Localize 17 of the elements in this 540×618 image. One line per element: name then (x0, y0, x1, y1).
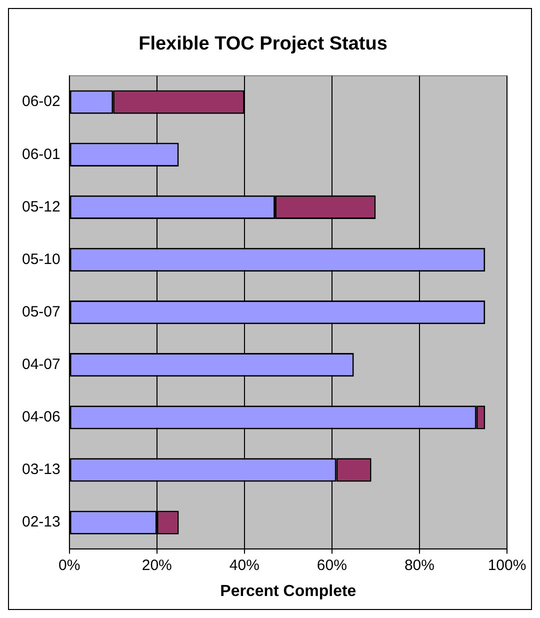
y-tick-label: 06-02 (22, 93, 60, 110)
chart-title: Flexible TOC Project Status (138, 34, 388, 55)
x-tick-label: 0% (58, 556, 80, 574)
y-tick-label: 04-06 (22, 408, 60, 426)
y-tick-label: 05-10 (22, 250, 60, 268)
y-tick-label: 03-13 (22, 461, 60, 478)
x-tick-label: 40% (229, 556, 260, 574)
y-tick-label: 06-01 (22, 146, 60, 163)
x-tick-label: 60% (316, 556, 347, 574)
x-tick-label: 20% (142, 556, 172, 574)
x-tick-label: 80% (404, 556, 434, 574)
y-tick-label: 05-07 (22, 303, 60, 320)
x-axis-title: Percent Complete (220, 582, 356, 600)
y-tick-label: 05-12 (22, 198, 60, 216)
y-tick-label: 02-13 (22, 514, 60, 531)
x-tick-label: 100% (488, 556, 526, 574)
y-tick-label: 04-07 (22, 356, 60, 373)
